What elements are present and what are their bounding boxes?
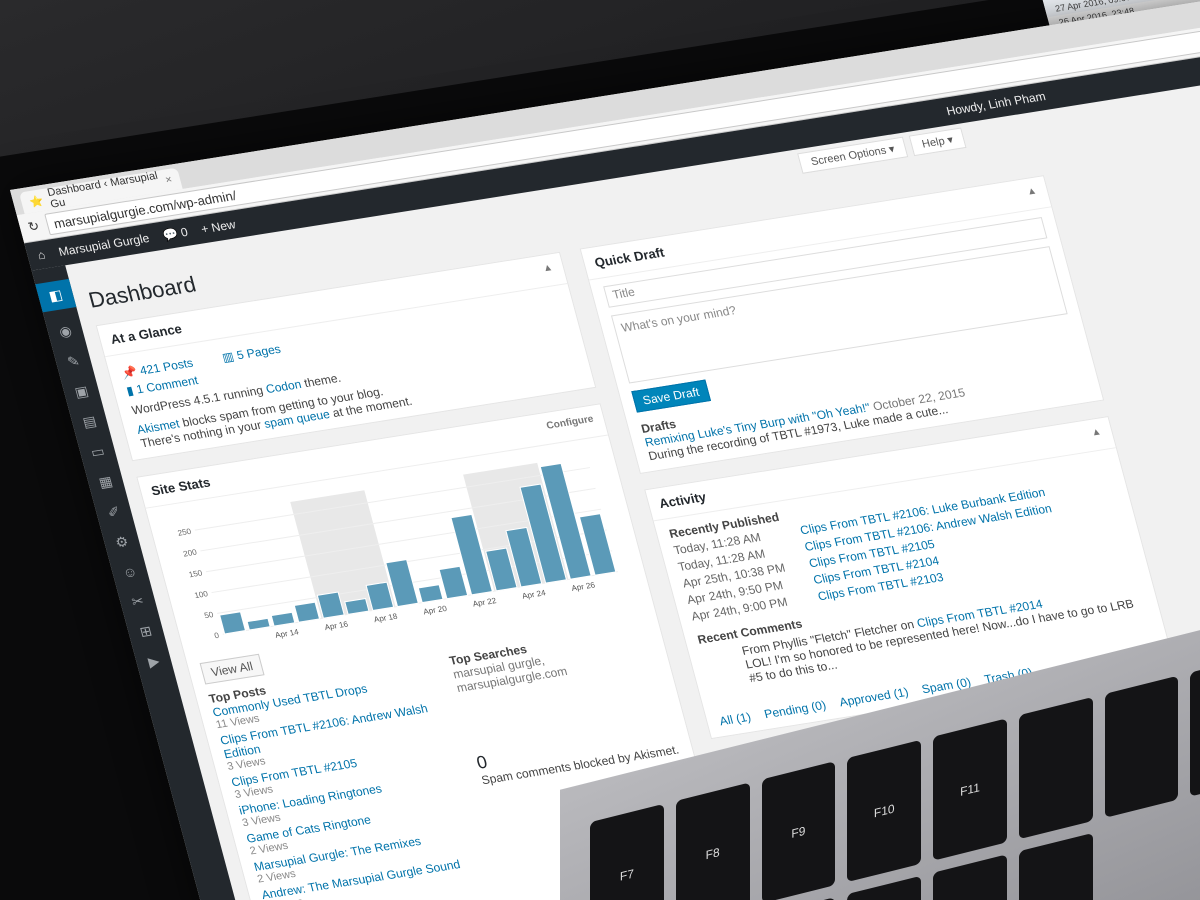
site-stats-widget: Site Stats Configure 0 50 100 150 200 250 Apr 1… (136, 403, 733, 900)
theme-link[interactable]: Codon (264, 377, 303, 397)
theme-suffix: theme. (302, 370, 343, 391)
y-tick-label: 150 (188, 568, 204, 579)
x-tick-label: Apr 18 (373, 612, 399, 624)
browser-window: ⭐ Dashboard ‹ Marsupial Gu × ↻ marsupial… (10, 0, 1200, 900)
feedback-icon[interactable]: ▦ (97, 472, 115, 491)
collapse-menu-icon[interactable]: ▶ (146, 652, 162, 670)
widget-title: Quick Draft (592, 244, 666, 271)
new-label: New (209, 217, 238, 235)
comment-filter-link[interactable]: All (1) (717, 709, 753, 729)
stats-bar[interactable] (519, 483, 568, 584)
widget-title: At a Glance (108, 321, 184, 347)
x-tick-label: Apr 16 (324, 620, 350, 632)
x-tick-label: Apr 24 (521, 588, 547, 600)
y-tick-label: 200 (182, 548, 198, 559)
top-posts-section: Top Posts Commonly Used TBTL Drops 11 Vie… (207, 659, 478, 900)
posts-icon[interactable]: ✎ (65, 352, 82, 370)
keyboard-key (1104, 675, 1179, 818)
reload-icon[interactable]: ↻ (26, 218, 41, 235)
pages-icon[interactable]: ▤ (80, 412, 99, 431)
jetpack-icon[interactable]: ◉ (57, 322, 74, 340)
stats-bar[interactable] (219, 611, 247, 635)
configure-link[interactable]: Configure (545, 413, 595, 432)
stats-bar[interactable] (450, 513, 493, 596)
keyboard-key: F7 (590, 803, 664, 900)
plugins-icon[interactable]: ⚙ (113, 533, 131, 551)
stats-bar[interactable] (270, 611, 296, 627)
users-icon[interactable]: ☺ (120, 563, 139, 581)
save-draft-button[interactable]: Save Draft (631, 379, 711, 413)
keyboard-key: F11 (933, 718, 1007, 861)
stats-bar[interactable] (344, 597, 370, 615)
stats-bar[interactable] (316, 591, 345, 619)
settings-icon[interactable]: ⊞ (137, 622, 154, 640)
wordpress-logo-icon[interactable]: ⌂ (36, 247, 47, 263)
keyboard-key (1190, 654, 1200, 797)
widget-title: Site Stats (149, 474, 212, 499)
toggle-arrow-icon[interactable]: ▲ (1025, 185, 1039, 198)
media-icon[interactable]: ▣ (72, 382, 91, 401)
stats-bar[interactable] (293, 601, 321, 623)
pages-count: 5 Pages (235, 341, 283, 363)
keyboard-key (1018, 696, 1093, 840)
left-column: At a Glance ▲ 📌 421 Posts ▥ 5 Pages ▮ 1 C… (95, 251, 737, 900)
widget-title: Activity (657, 489, 708, 512)
stats-bar[interactable] (365, 581, 395, 611)
keyboard-key: F8 (675, 782, 750, 900)
comments-count: 0 (179, 224, 190, 240)
keyboard-key: + = (1018, 832, 1093, 900)
y-tick-label: 0 (213, 631, 220, 640)
toggle-arrow-icon[interactable]: ▲ (541, 262, 555, 275)
y-tick-label: 100 (193, 589, 209, 600)
comment-filter-link[interactable]: Pending (0) (762, 697, 828, 722)
x-tick-label: Apr 22 (472, 596, 498, 608)
x-tick-label: Apr 20 (422, 604, 448, 616)
stats-bar[interactable] (246, 617, 271, 631)
close-tab-icon[interactable]: × (164, 173, 174, 187)
favicon-icon: ⭐ (28, 194, 45, 209)
appearance-icon[interactable]: ✐ (105, 503, 122, 521)
keyboard-key: _ - (933, 854, 1007, 900)
stats-bar[interactable] (485, 547, 518, 592)
keyboard-key: F10 (847, 739, 922, 883)
comments-menu-icon[interactable]: ▭ (88, 442, 107, 461)
top-searches-value: marsupial gurgle, marsupialgurgle.com (451, 653, 569, 696)
stats-bar[interactable] (417, 584, 444, 604)
site-stats-bar-chart: 0 50 100 150 200 250 Apr 14 Apr 16 Apr 18 Apr 20 A… (177, 462, 618, 640)
stats-bar[interactable] (578, 513, 617, 576)
keyboard-key: F9 (761, 761, 836, 900)
stats-bar[interactable] (505, 526, 543, 588)
tools-icon[interactable]: ✂ (129, 592, 146, 610)
stats-bar[interactable] (385, 558, 419, 608)
stats-bar[interactable] (539, 462, 592, 580)
x-tick-label: Apr 14 (274, 627, 300, 639)
x-tick-label: Apr 26 (570, 580, 596, 592)
y-tick-label: 50 (203, 610, 215, 620)
y-tick-label: 250 (177, 527, 193, 538)
new-content-link[interactable]: + New (199, 217, 238, 237)
stats-bar[interactable] (438, 565, 469, 600)
dashboard-content: Screen Options ▾ Help ▾ Dashboard At a G… (65, 70, 1200, 900)
toggle-arrow-icon[interactable]: ▲ (1090, 426, 1103, 439)
gridline (194, 467, 591, 531)
comments-icon[interactable]: 💬 0 (161, 224, 190, 243)
